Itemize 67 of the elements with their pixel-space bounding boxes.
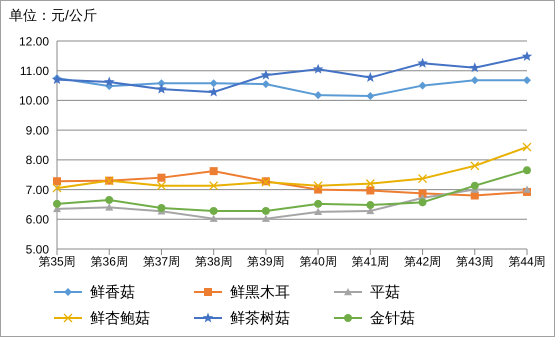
point [156,181,166,190]
point [470,62,480,72]
legend-label: 金针菇 [370,308,415,328]
x-tick-label: 第37周 [142,254,180,269]
legend-label: 鲜杏鲍菇 [90,308,150,328]
x-tick-label: 第41周 [352,254,390,269]
point [470,182,479,190]
point [312,64,324,74]
point [262,80,270,88]
point [210,206,218,215]
legend-label: 鲜茶树菇 [230,308,290,328]
y-tick-label: 8.00 [26,153,50,168]
y-tick-label: 6.00 [26,212,50,227]
x-tick-label: 第38周 [194,254,232,269]
point [53,200,61,208]
point [210,167,218,176]
x-tick-label: 第43周 [456,254,494,269]
point [523,186,531,193]
point [314,200,322,208]
y-tick-label: 10.00 [18,94,50,108]
point [209,181,218,190]
x-tick-label: 第40周 [299,254,337,269]
legend-label: 鲜黑木耳 [230,282,290,302]
point [418,174,428,184]
point [417,58,428,68]
x-tick-label: 第36周 [90,254,128,269]
point [366,92,374,100]
point [157,174,166,182]
x-tick-label: 第35周 [38,254,76,269]
point [314,208,322,216]
point [105,196,114,204]
chart-title: 单位：元/公斤 [9,7,97,25]
point [470,76,479,84]
y-tick-label: 5.00 [26,242,50,256]
point [262,206,270,215]
point [522,50,532,61]
x-tick-label: 第42周 [404,254,442,269]
point [366,201,374,210]
point [314,91,322,100]
point [260,70,272,80]
y-tick-label: 11.00 [20,64,50,78]
point [523,76,531,84]
x-tick-label: 第44周 [508,254,546,269]
point [210,79,218,88]
point [522,142,532,152]
point [104,76,114,86]
point [53,177,61,186]
y-tick-label: 7.00 [26,182,50,197]
x-tick-label: 第39周 [247,254,285,269]
point [523,166,531,174]
point [52,183,62,193]
point [366,178,375,188]
point [418,82,427,90]
point [418,198,427,206]
point [210,214,218,222]
point [208,86,219,97]
point [470,161,480,170]
point [156,84,167,94]
legend-label: 平菇 [370,282,400,302]
point [313,181,323,190]
y-tick-label: 9.00 [26,123,50,138]
point [157,204,166,212]
legend-label: 鲜香菇 [90,282,135,302]
point [366,186,374,194]
y-tick-label: 12.00 [18,34,50,48]
point [105,203,114,211]
point [262,214,270,222]
